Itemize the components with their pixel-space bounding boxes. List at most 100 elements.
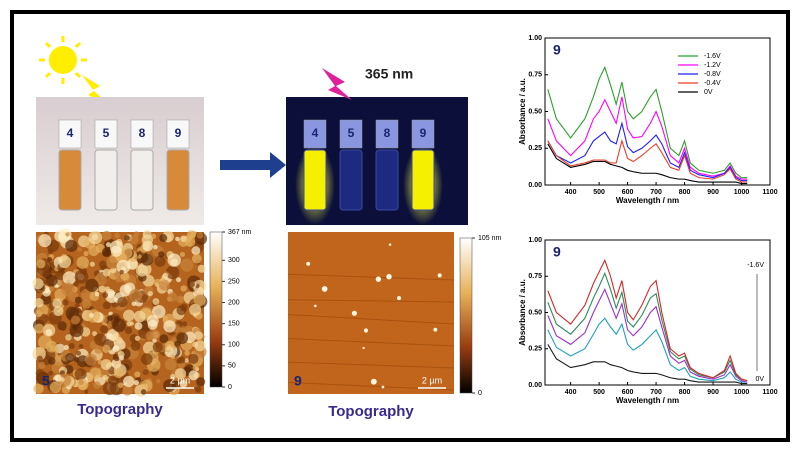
colorbar-label: 250 (228, 278, 240, 285)
x-tick-label: 700 (650, 189, 662, 196)
afm-image (288, 232, 454, 394)
texture (99, 260, 107, 268)
texture (88, 231, 102, 245)
colorbar-label: 0 (228, 384, 232, 391)
texture (153, 342, 163, 352)
texture (50, 382, 61, 393)
scale-label: 2 µm (422, 375, 442, 385)
texture (103, 381, 117, 395)
texture (102, 292, 108, 298)
texture (87, 376, 93, 382)
texture (76, 256, 88, 268)
x-tick-label: 600 (622, 189, 634, 196)
texture (75, 368, 87, 380)
series-label: -1.6V (747, 262, 764, 269)
texture (130, 321, 134, 325)
texture (195, 340, 206, 351)
vial-label: 9 (175, 126, 182, 140)
texture (178, 357, 185, 364)
texture (37, 356, 43, 362)
colorbar-label: 105 nm (478, 235, 502, 242)
texture (193, 365, 198, 370)
texture (65, 232, 69, 236)
texture (75, 270, 89, 284)
legend-label: -0.4V (704, 80, 721, 87)
vial-label: 8 (384, 126, 391, 140)
texture (185, 237, 195, 247)
caption: Topography (77, 401, 163, 418)
texture (371, 379, 377, 385)
texture (152, 298, 159, 305)
texture (131, 341, 141, 351)
texture (146, 332, 155, 341)
texture (55, 375, 62, 382)
texture (362, 347, 364, 349)
texture (94, 346, 102, 354)
texture (85, 354, 97, 366)
texture (125, 250, 131, 256)
vial-label: 5 (348, 126, 355, 140)
texture (143, 369, 149, 375)
texture (34, 324, 44, 334)
texture (99, 285, 106, 292)
vial-label: 4 (312, 126, 319, 140)
texture (113, 345, 120, 352)
legend-label: -0.8V (704, 71, 721, 78)
plot-frame (545, 38, 770, 185)
texture (163, 273, 168, 278)
texture (171, 355, 175, 359)
texture (61, 326, 66, 331)
colorbar-label: 200 (228, 299, 240, 306)
annotation: 9 (553, 244, 561, 260)
texture (156, 379, 160, 383)
y-tick-label: 0.00 (528, 182, 542, 189)
texture (64, 345, 69, 350)
texture (194, 294, 206, 306)
texture (195, 386, 202, 393)
vial (412, 150, 434, 210)
texture (82, 299, 91, 308)
texture (196, 377, 205, 386)
colorbar-label: 0 (478, 390, 482, 397)
vial (167, 150, 189, 210)
texture (114, 369, 123, 378)
texture (147, 315, 159, 327)
texture (180, 252, 185, 257)
texture (142, 234, 153, 245)
texture (376, 276, 381, 281)
y-tick-label: 0.75 (528, 273, 542, 280)
texture (118, 382, 124, 388)
texture (103, 375, 108, 380)
x-axis-label: Wavelength / nm (616, 196, 679, 205)
x-tick-label: 900 (707, 189, 719, 196)
texture (89, 313, 94, 318)
texture (192, 254, 202, 264)
texture (153, 245, 158, 250)
texture (129, 289, 142, 302)
texture (94, 333, 106, 345)
texture (46, 275, 58, 287)
texture (198, 265, 206, 273)
texture (84, 390, 88, 394)
x-tick-label: 1100 (762, 189, 777, 196)
texture (114, 316, 119, 321)
texture (159, 234, 167, 242)
colorbar (460, 238, 472, 393)
texture (180, 285, 186, 291)
texture (95, 292, 100, 297)
colorbar (210, 232, 222, 387)
sample-label: 9 (294, 373, 302, 389)
texture (176, 277, 181, 282)
texture (103, 301, 111, 309)
x-tick-label: 400 (565, 389, 577, 396)
afm-image (32, 228, 207, 397)
texture (71, 315, 80, 324)
y-axis-label: Absorbance / a.u. (518, 279, 527, 346)
vial-label: 4 (67, 126, 74, 140)
scale-label: 2 µm (170, 375, 190, 385)
y-tick-label: 1.00 (528, 237, 542, 244)
texture (117, 297, 127, 307)
colorbar-label: 100 (228, 342, 240, 349)
texture (49, 286, 55, 292)
texture (53, 306, 63, 316)
